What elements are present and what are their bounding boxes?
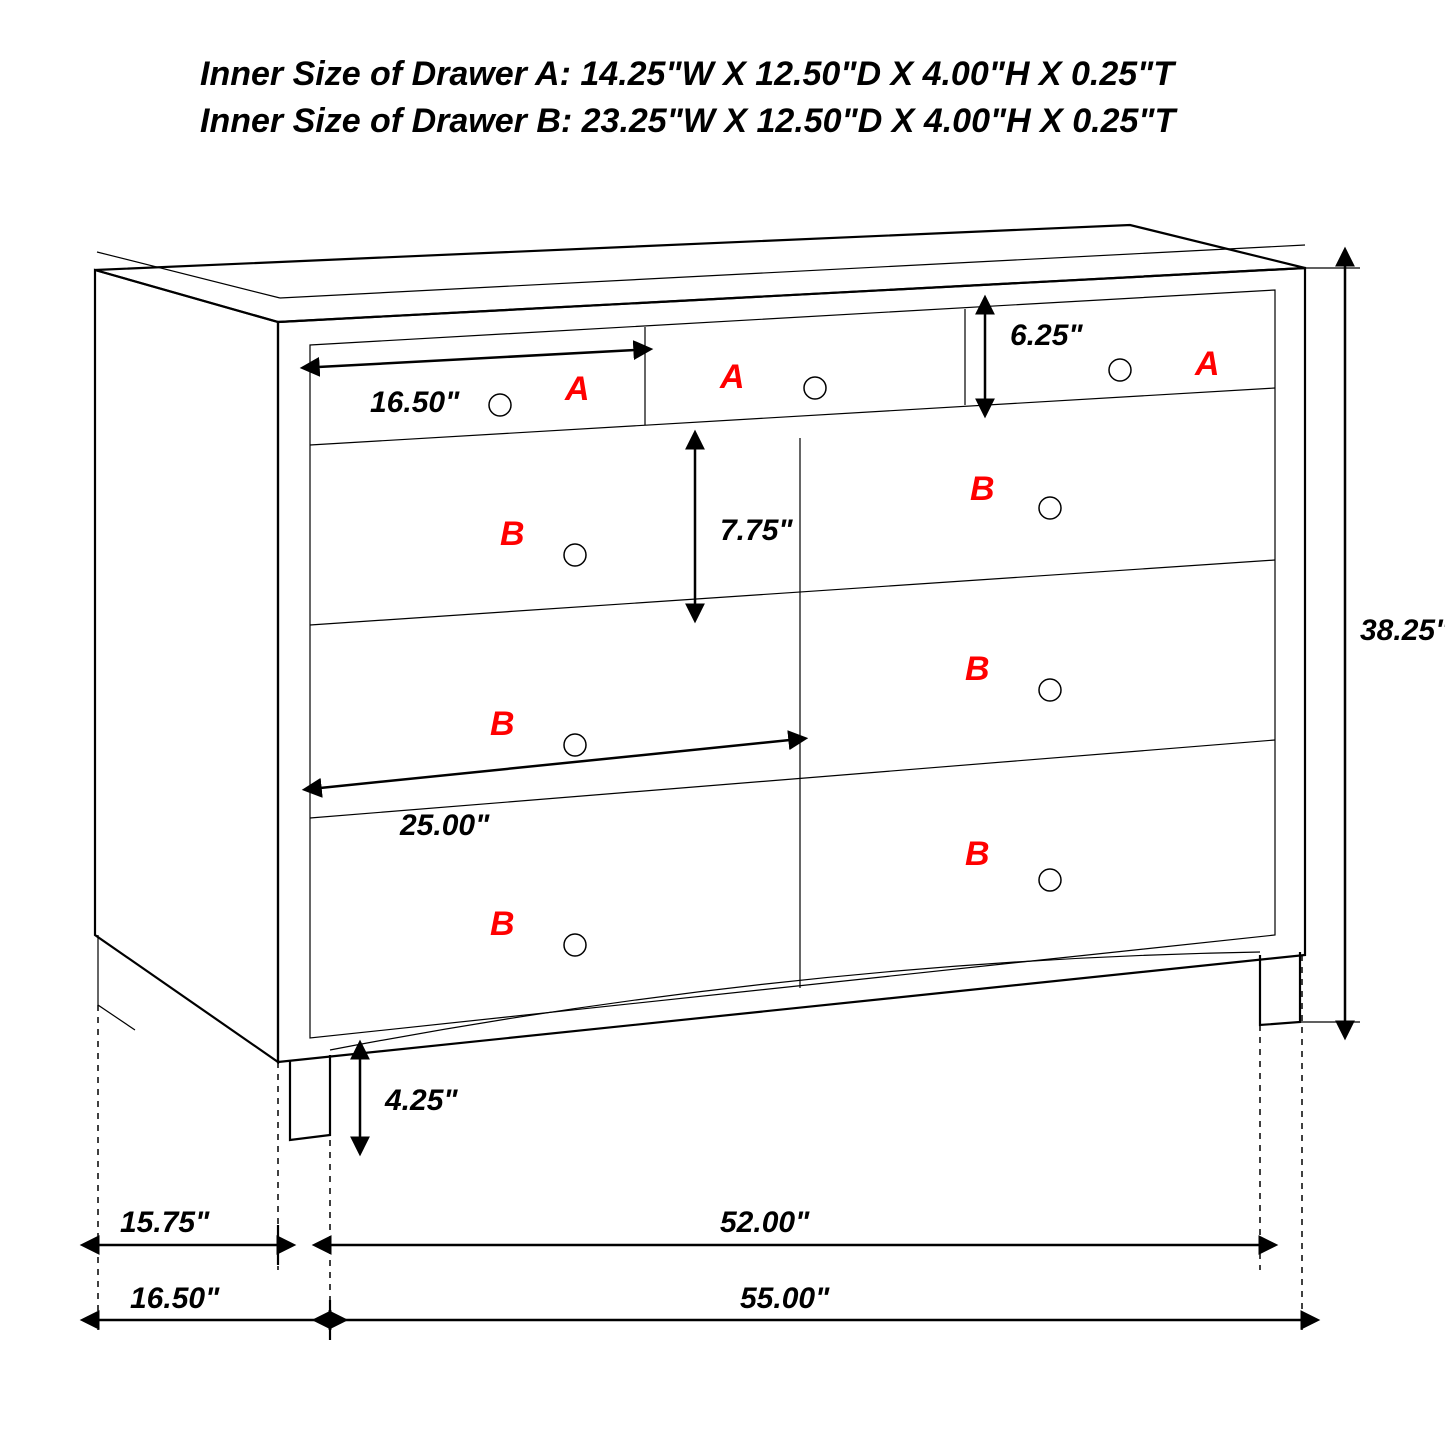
dim-leg-height-label: 4.25": [384, 1084, 458, 1117]
dresser-diagram: Inner Size of Drawer A: 14.25"W X 12.50"…: [0, 0, 1445, 1445]
label-b32: B: [965, 835, 990, 873]
leg-front-right: [1260, 952, 1300, 1025]
leg-front-left: [290, 1055, 330, 1140]
knob-a2: [804, 377, 826, 399]
dim-drawer-a-width-label: 16.50": [370, 386, 460, 419]
label-a1: A: [564, 370, 590, 408]
left-side: [95, 270, 278, 1062]
dim-drawer-a-height-label: 6.25": [1010, 319, 1083, 352]
label-a3: A: [1194, 345, 1220, 383]
dim-drawer-b-width-label: 25.00": [399, 809, 490, 842]
label-a2: A: [719, 358, 745, 396]
knob-b32: [1039, 869, 1061, 891]
dim-drawer-a-width: [318, 350, 635, 367]
label-b11: B: [500, 515, 525, 553]
dim-drawer-b-width: [320, 740, 790, 788]
label-b22: B: [965, 650, 990, 688]
knob-b22: [1039, 679, 1061, 701]
dim-depth-top-label: 15.75": [120, 1206, 210, 1239]
knob-b31: [564, 934, 586, 956]
header-line-1: Inner Size of Drawer A: 14.25"W X 12.50"…: [200, 55, 1177, 93]
knob-a3: [1109, 359, 1131, 381]
top-surface: [95, 225, 1305, 322]
dim-height-label: 38.25": [1360, 614, 1445, 647]
dim-drawer-b-height-label: 7.75": [720, 514, 793, 547]
dim-width-overall-label: 55.00": [740, 1282, 830, 1315]
label-b21: B: [490, 705, 515, 743]
knob-a1: [489, 394, 511, 416]
knob-b11: [564, 544, 586, 566]
dim-width-front-label: 52.00": [720, 1206, 810, 1239]
header-line-2: Inner Size of Drawer B: 23.25"W X 12.50"…: [200, 102, 1179, 140]
label-b12: B: [970, 470, 995, 508]
dim-depth-bottom-label: 16.50": [130, 1282, 220, 1315]
label-b31: B: [490, 905, 515, 943]
knob-b21: [564, 734, 586, 756]
knob-b12: [1039, 497, 1061, 519]
